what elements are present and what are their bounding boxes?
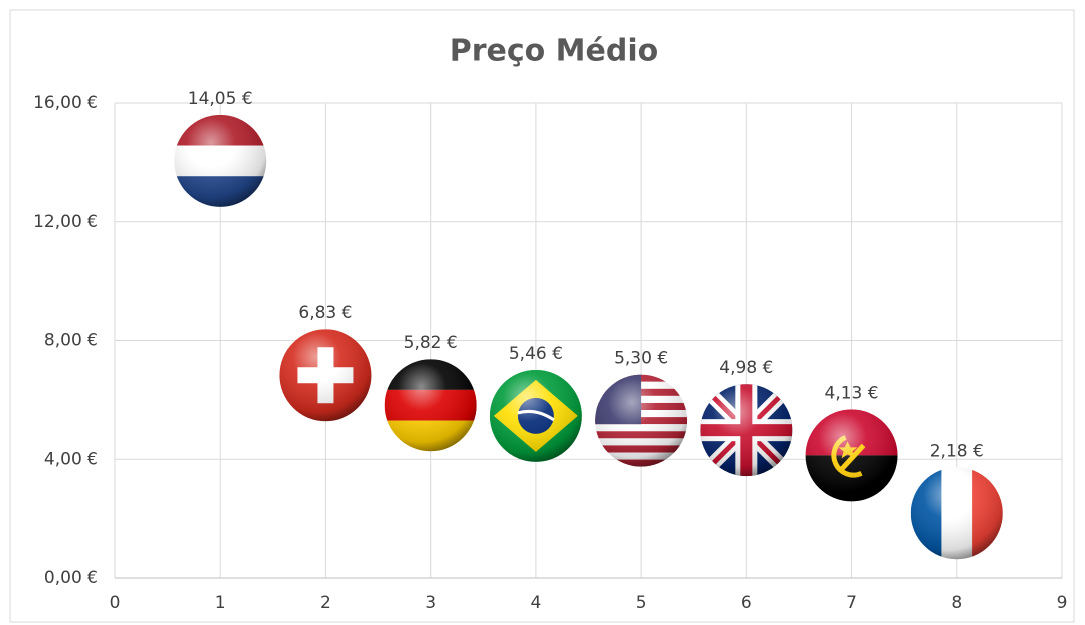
data-label: 5,46 € — [509, 344, 563, 364]
sphere-shade — [595, 374, 688, 467]
x-tick-label: 1 — [215, 593, 226, 613]
x-tick-label: 2 — [320, 593, 331, 613]
point — [595, 374, 688, 467]
data-label: 6,83 € — [298, 303, 352, 323]
y-tick-label: 16,00 € — [33, 93, 98, 113]
x-tick-label: 0 — [110, 593, 121, 613]
sphere-shade — [489, 369, 582, 462]
data-label: 14,05 € — [188, 89, 253, 109]
y-tick-label: 12,00 € — [33, 212, 98, 232]
sphere-shade — [910, 467, 1003, 560]
point — [489, 369, 582, 462]
x-tick-label: 9 — [1057, 593, 1068, 613]
chart-frame — [9, 9, 1075, 623]
point — [174, 114, 267, 207]
x-tick-label: 3 — [425, 593, 436, 613]
point — [279, 329, 372, 422]
x-tick-label: 4 — [530, 593, 541, 613]
point — [805, 409, 898, 502]
x-tick-label: 6 — [741, 593, 752, 613]
sphere-shade — [805, 409, 898, 502]
data-label: 4,98 € — [719, 358, 773, 378]
data-label: 2,18 € — [930, 441, 984, 461]
sphere-shade — [279, 329, 372, 422]
y-tick-label: 0,00 € — [44, 568, 98, 588]
point — [384, 359, 477, 452]
data-label: 5,30 € — [614, 349, 668, 369]
y-tick-label: 4,00 € — [44, 449, 98, 469]
sphere-shade — [384, 359, 477, 452]
sphere-shade — [174, 114, 267, 207]
data-label: 5,82 € — [404, 333, 458, 353]
point — [910, 467, 1003, 560]
chart-title: Preço Médio — [450, 34, 659, 69]
y-tick-label: 8,00 € — [44, 331, 98, 351]
data-label: 4,13 € — [825, 383, 879, 403]
sphere-shade — [700, 384, 793, 477]
x-tick-label: 7 — [846, 593, 857, 613]
point — [700, 384, 793, 477]
x-tick-label: 8 — [951, 593, 962, 613]
x-tick-label: 5 — [636, 593, 647, 613]
